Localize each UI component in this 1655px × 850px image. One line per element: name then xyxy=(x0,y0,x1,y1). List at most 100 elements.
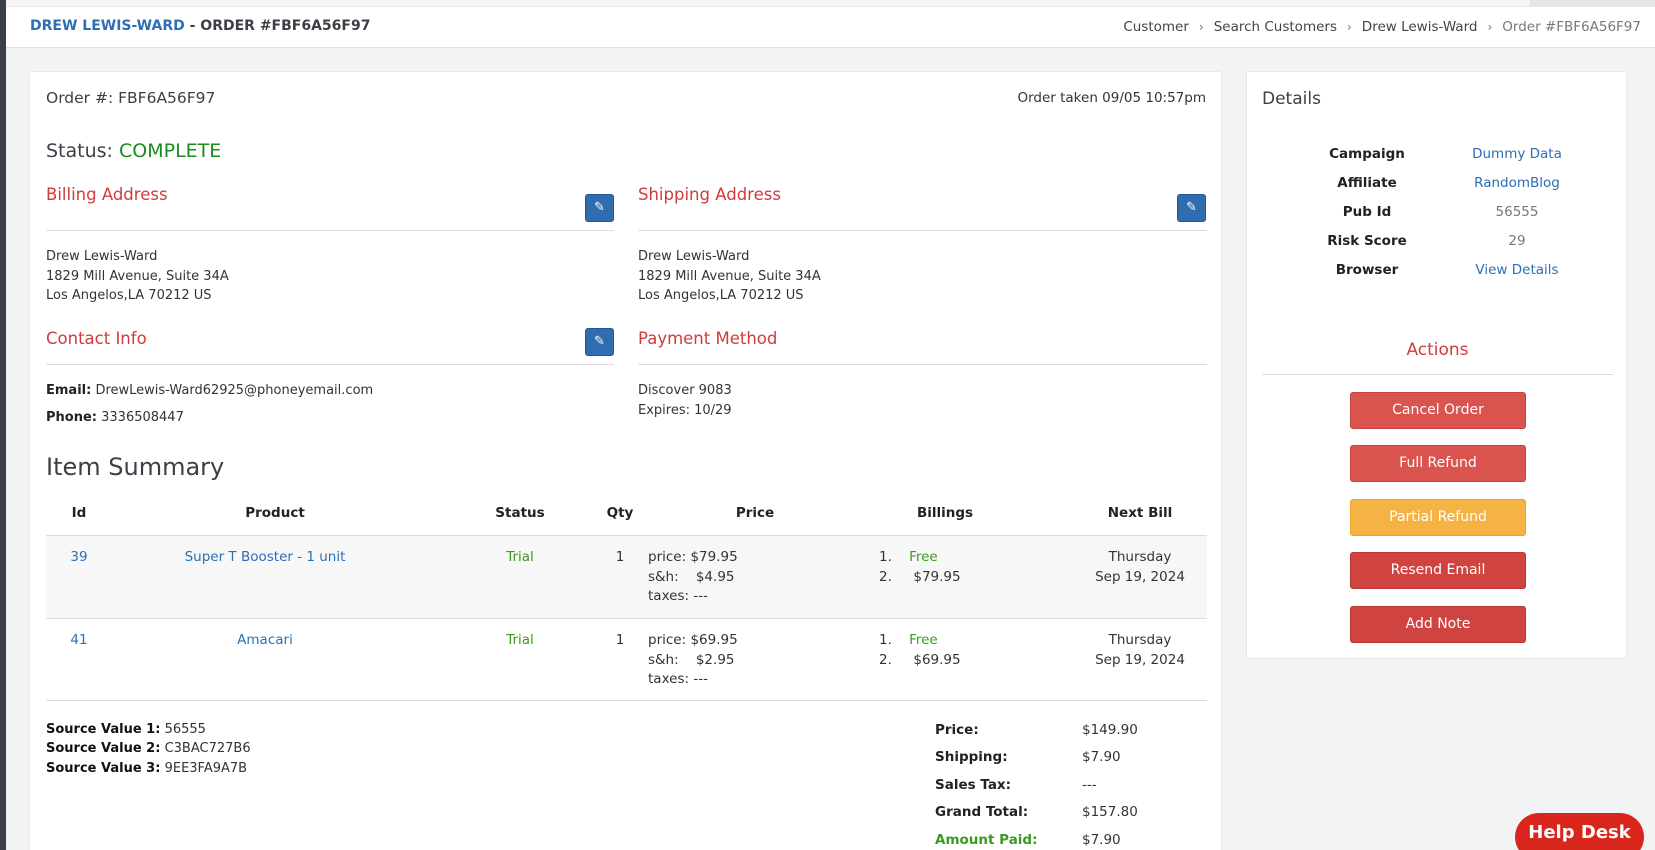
billing-name: Drew Lewis-Ward xyxy=(46,249,158,264)
item-id-link[interactable]: 41 xyxy=(70,632,88,648)
column-header-next-bill: Next Bill xyxy=(1107,505,1173,521)
item-next-bill: Thursday Sep 19, 2024 xyxy=(1065,631,1215,670)
source-value: 9EE3FA9A7B xyxy=(164,761,248,776)
sales-tax-value: --- xyxy=(1082,777,1097,793)
actions-title: Actions xyxy=(1406,340,1469,360)
billing-step-number: 1. xyxy=(879,549,892,565)
payment-expires: Expires: 10/29 xyxy=(638,402,732,418)
phone-value: 3336508447 xyxy=(101,410,184,425)
billing-step-number: 2. xyxy=(879,568,892,585)
shipping-city: Los Angelos,LA 70212 US xyxy=(638,288,804,303)
sh-value: $4.95 xyxy=(695,568,735,585)
breadcrumb-customer[interactable]: Customer xyxy=(1123,19,1189,35)
breadcrumb-customer-name[interactable]: Drew Lewis-Ward xyxy=(1361,19,1478,35)
taxes-label: taxes: xyxy=(648,588,690,604)
customer-name-link[interactable]: DREW LEWIS-WARD xyxy=(30,18,185,34)
item-product-link[interactable]: Super T Booster - 1 unit xyxy=(184,549,346,565)
top-strip-tab xyxy=(1530,0,1655,7)
shipping-street: 1829 Mill Avenue, Suite 34A xyxy=(638,268,821,284)
item-product-link[interactable]: Amacari xyxy=(237,632,293,648)
actions-divider xyxy=(1262,374,1613,375)
source-value-label: Source Value 1: xyxy=(46,722,161,737)
campaign-link[interactable]: Dummy Data xyxy=(1472,146,1562,162)
item-next-bill: Thursday Sep 19, 2024 xyxy=(1065,548,1215,587)
breadcrumb: Customer › Search Customers › Drew Lewis-War… xyxy=(1123,19,1641,35)
contact-email: Email: DrewLewis-Ward62925@phoneyemail.c… xyxy=(46,383,373,398)
item-price-breakdown: price: $79.95 s&h: $4.95 taxes: --- xyxy=(648,548,738,607)
top-bar: DREW LEWIS-WARD - ORDER #FBF6A56F97 Cust… xyxy=(6,0,1655,48)
price-label: price: xyxy=(648,632,687,648)
price-value: $79.95 xyxy=(690,549,738,565)
source-value-label: Source Value 3: xyxy=(46,761,161,776)
amount-paid-label: Amount Paid: xyxy=(935,832,1038,848)
sh-value: $2.95 xyxy=(695,651,735,668)
total-price-label: Price: xyxy=(935,722,979,738)
table-row: 39 Super T Booster - 1 unit Trial 1 pric… xyxy=(46,535,1207,618)
edit-billing-button[interactable]: ✎ xyxy=(585,194,614,222)
billing-step-number: 1. xyxy=(879,632,892,648)
pencil-icon: ✎ xyxy=(1186,200,1197,215)
shipping-name: Drew Lewis-Ward xyxy=(638,249,750,264)
email-value: DrewLewis-Ward62925@phoneyemail.com xyxy=(95,383,374,398)
page-title: DREW LEWIS-WARD - ORDER #FBF6A56F97 xyxy=(30,18,370,34)
browser-view-details-link[interactable]: View Details xyxy=(1475,262,1559,278)
chevron-right-icon: › xyxy=(1487,20,1493,34)
billing-address-title: Billing Address xyxy=(46,185,168,204)
chevron-right-icon: › xyxy=(1198,20,1204,34)
help-desk-button[interactable]: Help Desk xyxy=(1515,813,1644,850)
grand-total-value: $157.80 xyxy=(1082,804,1138,820)
item-qty: 1 xyxy=(615,632,625,648)
billing-step-value: $79.95 xyxy=(913,568,961,585)
email-label: Email: xyxy=(46,383,92,398)
risk-score-value: 29 xyxy=(1508,233,1526,249)
item-qty: 1 xyxy=(615,549,625,565)
column-header-price: Price xyxy=(735,505,775,521)
item-status: Trial xyxy=(506,549,534,565)
source-value-3: Source Value 3: 9EE3FA9A7B xyxy=(46,761,247,776)
item-id-link[interactable]: 39 xyxy=(70,549,88,565)
breadcrumb-current-order: Order #FBF6A56F97 xyxy=(1502,19,1641,35)
amount-paid-value: $7.90 xyxy=(1082,832,1121,848)
partial-refund-button[interactable]: Partial Refund xyxy=(1350,499,1526,536)
shipping-address-title: Shipping Address xyxy=(638,185,781,204)
affiliate-link[interactable]: RandomBlog xyxy=(1474,175,1560,191)
edit-contact-button[interactable]: ✎ xyxy=(585,328,614,356)
phone-label: Phone: xyxy=(46,410,97,425)
full-refund-button[interactable]: Full Refund xyxy=(1350,445,1526,482)
resend-email-button[interactable]: Resend Email xyxy=(1350,552,1526,589)
risk-score-label: Risk Score xyxy=(1327,233,1407,249)
column-header-billings: Billings xyxy=(916,505,974,521)
edit-shipping-button[interactable]: ✎ xyxy=(1177,194,1206,222)
cancel-order-button[interactable]: Cancel Order xyxy=(1350,392,1526,429)
campaign-label: Campaign xyxy=(1329,146,1405,162)
sh-label: s&h: xyxy=(648,568,679,585)
grand-total-label: Grand Total: xyxy=(935,804,1029,820)
payment-method-title: Payment Method xyxy=(638,329,778,348)
shipping-address: Drew Lewis-Ward 1829 Mill Avenue, Suite … xyxy=(638,247,821,306)
payment-details: Discover 9083 Expires: 10/29 xyxy=(638,381,732,420)
billing-step-number: 2. xyxy=(879,651,892,668)
top-strip xyxy=(6,0,1655,7)
column-header-product: Product xyxy=(245,505,305,521)
affiliate-label: Affiliate xyxy=(1337,175,1397,191)
breadcrumb-search-customers[interactable]: Search Customers xyxy=(1213,19,1337,35)
order-title-suffix: - ORDER #FBF6A56F97 xyxy=(184,18,371,34)
item-billings: 1. Free 2. $79.95 xyxy=(879,548,961,587)
billing-address: Drew Lewis-Ward 1829 Mill Avenue, Suite … xyxy=(46,247,229,306)
source-value: 56555 xyxy=(164,722,206,737)
shipping-divider xyxy=(638,230,1207,231)
order-taken-time: Order taken 09/05 10:57pm xyxy=(1017,90,1206,106)
item-status: Trial xyxy=(506,632,534,648)
sales-tax-label: Sales Tax: xyxy=(935,777,1012,793)
contact-divider xyxy=(46,364,614,365)
item-price-breakdown: price: $69.95 s&h: $2.95 taxes: --- xyxy=(648,631,738,690)
status-label: Status: xyxy=(46,140,119,162)
billing-city: Los Angelos,LA 70212 US xyxy=(46,288,212,303)
source-value: C3BAC727B6 xyxy=(164,741,251,756)
sh-label: s&h: xyxy=(648,651,679,668)
billing-step-value: $69.95 xyxy=(913,651,961,668)
item-billings: 1. Free 2. $69.95 xyxy=(879,631,961,670)
contact-phone: Phone: 3336508447 xyxy=(46,410,184,425)
order-card: Order #: FBF6A56F97 Order taken 09/05 10… xyxy=(29,71,1222,850)
add-note-button[interactable]: Add Note xyxy=(1350,606,1526,643)
